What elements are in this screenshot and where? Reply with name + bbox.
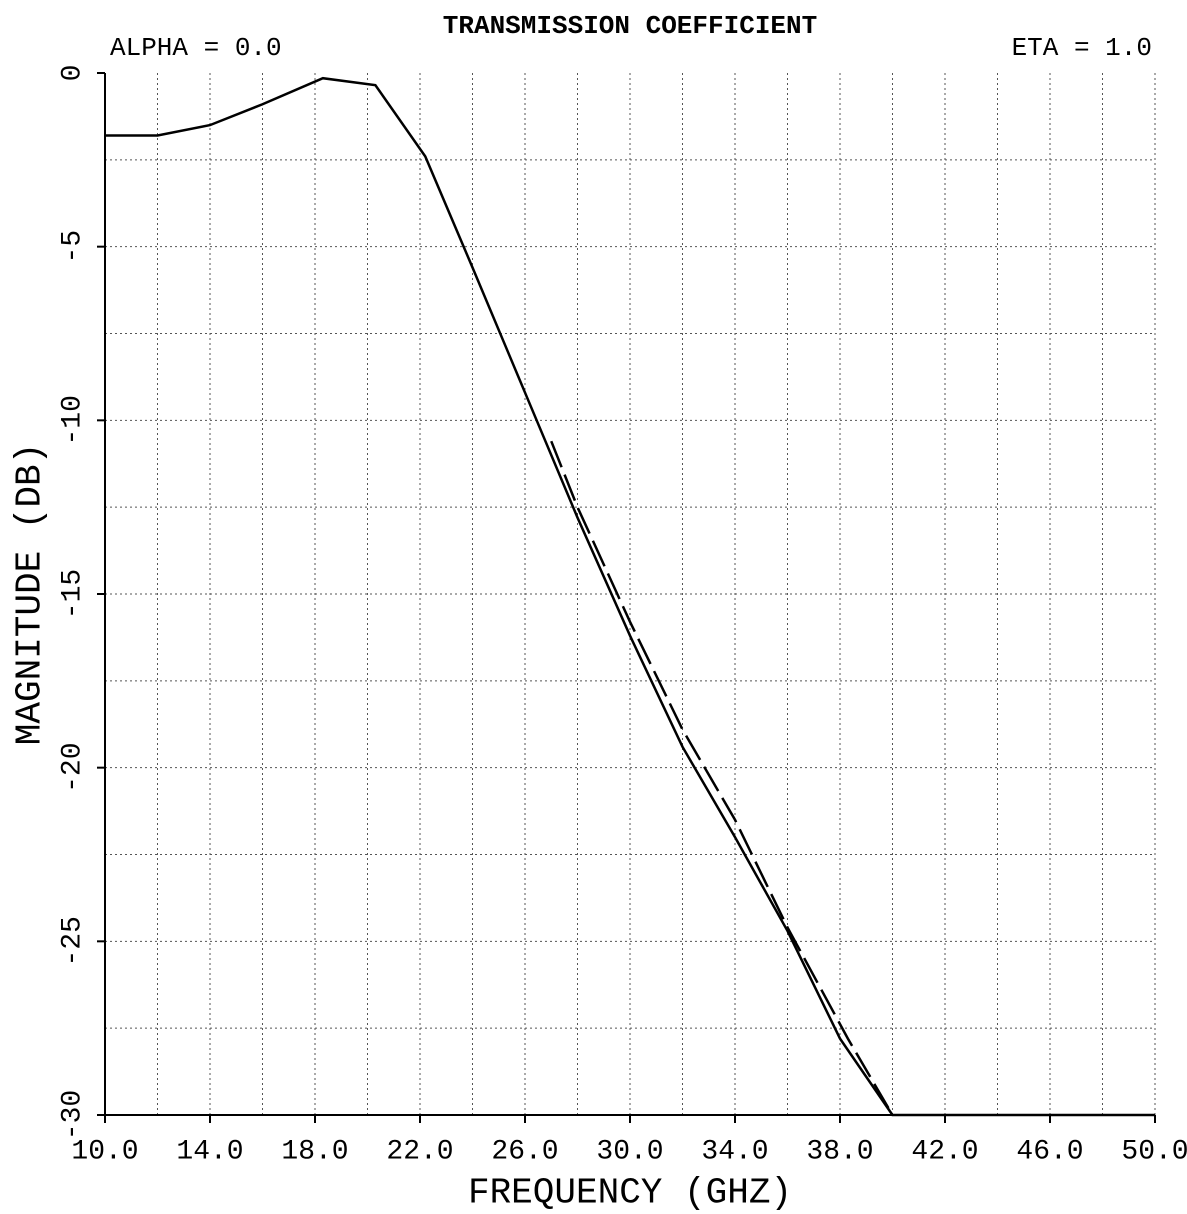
annotation: ALPHA = 0.0 [110, 33, 282, 63]
y-tick-label: -20 [57, 742, 88, 792]
x-tick-label: 10.0 [71, 1136, 138, 1167]
x-axis-label: FREQUENCY (GHZ) [468, 1173, 792, 1214]
chart-title: TRANSMISSION COEFFICIENT [443, 11, 817, 41]
x-tick-label: 34.0 [701, 1136, 768, 1167]
x-tick-label: 42.0 [911, 1136, 978, 1167]
data-line [105, 76, 1155, 1117]
x-tick-label: 14.0 [176, 1136, 243, 1167]
x-tick-label: 50.0 [1121, 1136, 1187, 1167]
y-tick-label: -10 [57, 395, 88, 445]
x-tick-label: 22.0 [386, 1136, 453, 1167]
annotation: ETA = 1.0 [1012, 33, 1152, 63]
x-tick-label: 46.0 [1016, 1136, 1083, 1167]
data-line [550, 440, 894, 1116]
x-tick-label: 26.0 [491, 1136, 558, 1167]
x-tick-label: 38.0 [806, 1136, 873, 1167]
x-tick-label: 18.0 [281, 1136, 348, 1167]
y-tick-label: -30 [57, 1090, 88, 1140]
y-tick-label: -5 [57, 230, 88, 264]
x-tick-label: 30.0 [596, 1136, 663, 1167]
y-axis-label: MAGNITUDE (DB) [10, 443, 51, 745]
y-tick-label: 0 [57, 65, 88, 82]
y-tick-label: -15 [57, 569, 88, 619]
y-tick-label: -25 [57, 916, 88, 966]
